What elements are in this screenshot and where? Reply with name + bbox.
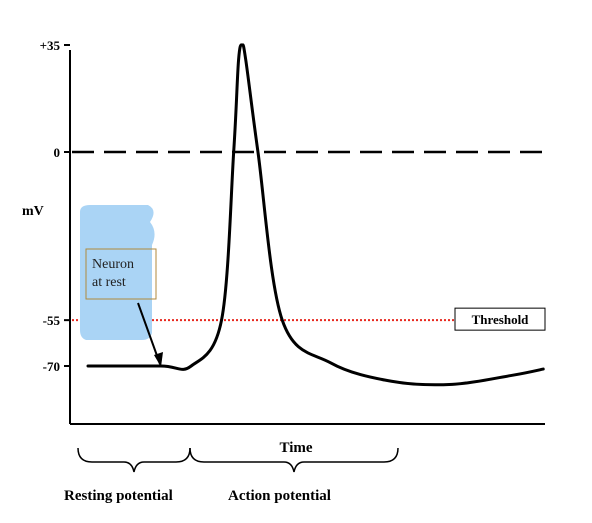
y-tick-label: -70	[43, 359, 60, 374]
y-tick-label: 0	[54, 145, 61, 160]
callout-arrowhead	[154, 352, 163, 367]
neuron-rest-label-line: at rest	[92, 275, 126, 290]
action-potential-label: Action potential	[228, 488, 331, 504]
resting-potential-brace	[77, 447, 191, 473]
action-potential-brace	[189, 447, 399, 473]
membrane-potential-line	[86, 43, 545, 387]
resting-potential-label: Resting potential	[64, 488, 173, 504]
callout-arrow	[137, 302, 161, 365]
x-axis-label: Time	[279, 440, 312, 456]
y-tick-label: -55	[43, 313, 61, 328]
highlight-shape	[80, 205, 155, 340]
neuron-rest-label-line: Neuron	[92, 257, 134, 272]
y-axis-label: mV	[22, 204, 44, 219]
neuron-rest-callout-box	[85, 248, 157, 300]
y-tick-label: +35	[40, 38, 61, 53]
threshold-label: Threshold	[472, 312, 530, 327]
threshold-label-box	[454, 307, 546, 331]
neuron-rest-label: Neuron at rest	[92, 257, 134, 290]
